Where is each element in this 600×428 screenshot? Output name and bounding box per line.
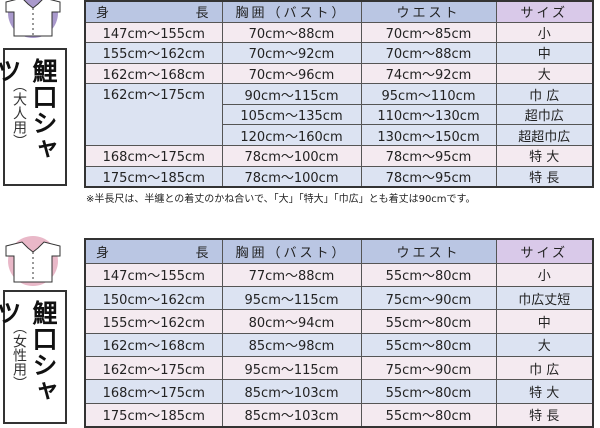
cell-waist: 55cm～80cm	[360, 379, 497, 404]
header-waist: ウエスト	[360, 0, 497, 23]
table-row: 175cm～185cm 78cm～100cm 78cm～95cm 特 長	[84, 165, 594, 188]
women-subtitle: （女性用）	[11, 320, 27, 390]
cell-size: 巾 広	[495, 356, 594, 381]
cell-bust: 80cm～94cm	[221, 309, 362, 334]
cell-height: 147cm～155cm	[84, 21, 223, 44]
table-row: 162cm～168cm 85cm～98cm 55cm～80cm 大	[84, 332, 594, 358]
cell-bust: 120cm～160cm	[221, 124, 362, 147]
table-row: 155cm～162cm 70cm～92cm 70cm～88cm 中	[84, 42, 594, 64]
table-row: 150cm～162cm 95cm～115cm 75cm～90cm 巾広丈短	[84, 285, 594, 311]
table-row: 175cm～185cm 85cm～103cm 55cm～80cm 特 長	[84, 402, 594, 428]
cell-waist: 55cm～80cm	[360, 309, 497, 334]
header-height: 身長	[84, 0, 223, 23]
cell-height: 155cm～162cm	[84, 309, 223, 334]
cell-bust: 95cm～115cm	[221, 356, 362, 381]
cell-height: 162cm～168cm	[84, 62, 223, 85]
table-row: 155cm～162cm 80cm～94cm 55cm～80cm 中	[84, 309, 594, 334]
table-row: 162cm～168cm 70cm～96cm 74cm～92cm 大	[84, 62, 594, 85]
cell-size: 特 長	[495, 165, 594, 188]
table-row: 162cm～175cm 95cm～115cm 75cm～90cm 巾 広	[84, 356, 594, 381]
header-size: サイズ	[495, 238, 594, 264]
adult-title: 鯉口シャツ	[0, 58, 58, 162]
cell-height: 175cm～185cm	[84, 402, 223, 428]
cell-bust: 95cm～115cm	[221, 285, 362, 311]
header-height: 身長	[84, 238, 223, 264]
table-row: 147cm～155cm 77cm～88cm 55cm～80cm 小	[84, 262, 594, 287]
adult-note: ※半長尺は、半纏との着丈のかね合いで、「大」「特大」「巾広」とも着丈は90cmで…	[86, 194, 476, 205]
cell-waist: 70cm～85cm	[360, 21, 497, 44]
cell-height: 147cm～155cm	[84, 262, 223, 287]
table-row: 168cm～175cm 85cm～103cm 55cm～80cm 特 大	[84, 379, 594, 404]
cell-height: 168cm～175cm	[84, 145, 223, 167]
cell-bust: 70cm～96cm	[221, 62, 362, 85]
cell-size: 特 大	[495, 145, 594, 167]
adult-shirt-icon	[5, 0, 61, 38]
cell-waist: 78cm～95cm	[360, 165, 497, 188]
table-row: 168cm～175cm 78cm～100cm 78cm～95cm 特 大	[84, 145, 594, 167]
adult-size-table: 身長 胸囲（バスト） ウエスト サイズ 147cm～155cm 70cm～88cm…	[84, 0, 594, 188]
cell-bust: 85cm～98cm	[221, 332, 362, 358]
cell-height: 162cm～175cm	[84, 83, 223, 147]
women-label-box: 鯉口シャツ （女性用）	[0, 290, 67, 424]
cell-bust: 70cm～88cm	[221, 21, 362, 44]
cell-bust: 90cm～115cm	[221, 83, 362, 105]
header-row: 身長 胸囲（バスト） ウエスト サイズ	[84, 238, 594, 264]
cell-waist: 55cm～80cm	[360, 332, 497, 358]
women-size-table: 身長 胸囲（バスト） ウエスト サイズ 147cm～155cm 77cm～88cm…	[84, 238, 594, 428]
cell-size: 超巾広	[495, 103, 594, 126]
cell-size: 中	[495, 42, 594, 64]
header-waist: ウエスト	[360, 238, 497, 264]
cell-bust: 85cm～103cm	[221, 379, 362, 404]
cell-size: 巾広丈短	[495, 285, 594, 311]
table-row: 162cm～175cm 90cm～115cm 95cm～110cm 巾 広	[84, 83, 594, 147]
cell-size: 特 大	[495, 379, 594, 404]
header-bust: 胸囲（バスト）	[221, 0, 362, 23]
cell-waist: 70cm～88cm	[360, 42, 497, 64]
cell-bust: 78cm～100cm	[221, 145, 362, 167]
cell-bust: 85cm～103cm	[221, 402, 362, 428]
cell-height: 168cm～175cm	[84, 379, 223, 404]
cell-bust: 70cm～92cm	[221, 42, 362, 64]
women-title: 鯉口シャツ	[0, 300, 58, 404]
cell-size: 巾 広	[495, 83, 594, 105]
cell-height: 162cm～175cm	[84, 356, 223, 381]
cell-size: 特 長	[495, 402, 594, 428]
cell-height: 155cm～162cm	[84, 42, 223, 64]
cell-waist: 75cm～90cm	[360, 285, 497, 311]
cell-height: 162cm～168cm	[84, 332, 223, 358]
cell-size: 小	[495, 262, 594, 287]
cell-size: 小	[495, 21, 594, 44]
adult-label-box: 鯉口シャツ （大人用）	[0, 48, 67, 186]
header-row: 身長 胸囲（バスト） ウエスト サイズ	[84, 0, 594, 23]
cell-waist: 130cm～150cm	[360, 124, 497, 147]
cell-waist: 110cm～130cm	[360, 103, 497, 126]
cell-height: 150cm～162cm	[84, 285, 223, 311]
cell-bust: 77cm～88cm	[221, 262, 362, 287]
cell-waist: 55cm～80cm	[360, 402, 497, 428]
cell-waist: 75cm～90cm	[360, 356, 497, 381]
cell-size: 大	[495, 62, 594, 85]
cell-waist: 78cm～95cm	[360, 145, 497, 167]
cell-waist: 55cm～80cm	[360, 262, 497, 287]
cell-bust: 105cm～135cm	[221, 103, 362, 126]
cell-size: 大	[495, 332, 594, 358]
adult-subtitle: （大人用）	[11, 78, 27, 148]
cell-waist: 95cm～110cm	[360, 83, 497, 105]
header-bust: 胸囲（バスト）	[221, 238, 362, 264]
cell-bust: 78cm～100cm	[221, 165, 362, 188]
cell-size: 超超巾広	[495, 124, 594, 147]
cell-size: 中	[495, 309, 594, 334]
table-row: 147cm～155cm 70cm～88cm 70cm～85cm 小	[84, 21, 594, 44]
header-size: サイズ	[495, 0, 594, 23]
cell-waist: 74cm～92cm	[360, 62, 497, 85]
women-shirt-icon	[5, 236, 61, 286]
cell-height: 175cm～185cm	[84, 165, 223, 188]
